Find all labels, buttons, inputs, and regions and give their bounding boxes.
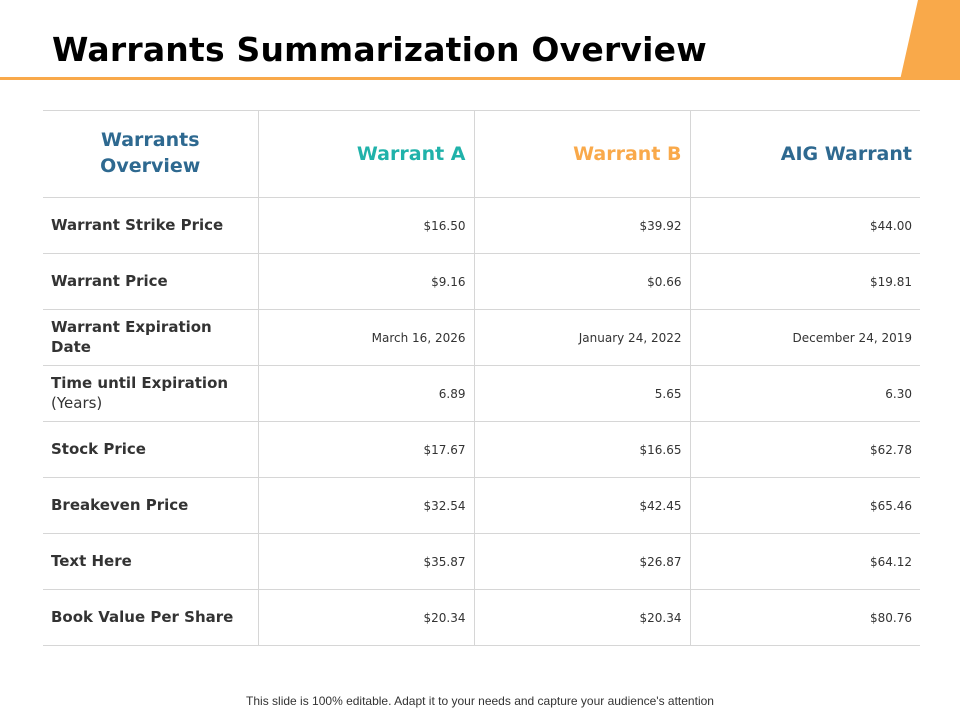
row-label: Warrant Strike Price	[43, 197, 259, 254]
row-label: Breakeven Price	[43, 477, 259, 534]
table-cell: $9.16	[257, 253, 475, 310]
table-row: Time until Expiration (Years) 6.89 5.65 6…	[43, 365, 920, 422]
table-row: Warrant Price $9.16 $0.66 $19.81	[43, 253, 920, 310]
table-cell: $64.12	[689, 533, 920, 590]
table-cell: $20.34	[473, 589, 691, 646]
corner-header: Warrants Overview	[43, 110, 259, 198]
table-cell: 6.30	[689, 365, 920, 422]
table-cell: $26.87	[473, 533, 691, 590]
row-label: Text Here	[43, 533, 259, 590]
table-cell: $65.46	[689, 477, 920, 534]
table-row: Warrant Expiration Date March 16, 2026 J…	[43, 309, 920, 366]
row-label: Book Value Per Share	[43, 589, 259, 646]
table-cell: $20.34	[257, 589, 475, 646]
row-label: Stock Price	[43, 421, 259, 478]
table-header-row: Warrants Overview Warrant A Warrant B AI…	[43, 110, 920, 198]
table-cell: $16.65	[473, 421, 691, 478]
table-cell: $32.54	[257, 477, 475, 534]
table-cell: $17.67	[257, 421, 475, 478]
table-cell: $62.78	[689, 421, 920, 478]
table-cell: $80.76	[689, 589, 920, 646]
footer-note: This slide is 100% editable. Adapt it to…	[246, 694, 714, 708]
row-label: Warrant Expiration Date	[43, 309, 259, 366]
table-cell: $39.92	[473, 197, 691, 254]
row-label: Time until Expiration (Years)	[43, 365, 259, 422]
table-row: Book Value Per Share $20.34 $20.34 $80.7…	[43, 589, 920, 646]
table-row: Warrant Strike Price $16.50 $39.92 $44.0…	[43, 197, 920, 254]
table-row: Stock Price $17.67 $16.65 $62.78	[43, 421, 920, 478]
slide-title: Warrants Summarization Overview	[52, 30, 707, 69]
table-cell: $16.50	[257, 197, 475, 254]
column-header-aig-warrant: AIG Warrant	[689, 110, 920, 198]
column-header-warrant-a: Warrant A	[257, 110, 475, 198]
table-row: Breakeven Price $32.54 $42.45 $65.46	[43, 477, 920, 534]
title-underline	[0, 77, 912, 80]
table-cell: $35.87	[257, 533, 475, 590]
corner-accent-shape	[900, 0, 960, 80]
row-label-text: Time until Expiration	[51, 374, 229, 392]
table-cell: $19.81	[689, 253, 920, 310]
table-row: Text Here $35.87 $26.87 $64.12	[43, 533, 920, 590]
row-label-suffix: (Years)	[51, 393, 103, 412]
row-label: Warrant Price	[43, 253, 259, 310]
table-cell: $42.45	[473, 477, 691, 534]
table-cell: January 24, 2022	[473, 309, 691, 366]
table-cell: $0.66	[473, 253, 691, 310]
table-cell: December 24, 2019	[689, 309, 920, 366]
table-cell: March 16, 2026	[257, 309, 475, 366]
table-cell: 5.65	[473, 365, 691, 422]
column-header-warrant-b: Warrant B	[473, 110, 691, 198]
warrants-table: Warrants Overview Warrant A Warrant B AI…	[43, 110, 920, 646]
table-cell: $44.00	[689, 197, 920, 254]
table-cell: 6.89	[257, 365, 475, 422]
